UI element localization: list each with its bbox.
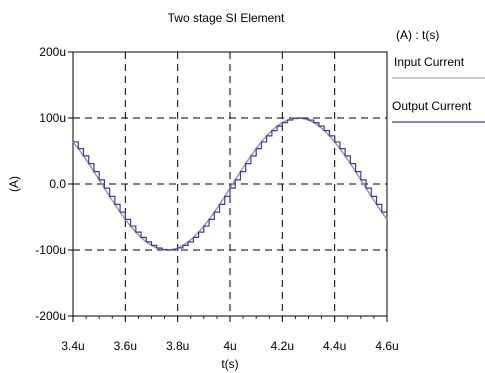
x-tick-label: 4.2u bbox=[271, 339, 294, 353]
legend-header: (A) : t(s) bbox=[396, 28, 439, 42]
x-axis: 3.4u 3.6u 3.8u 4u 4.2u 4.4u 4.6u bbox=[61, 316, 399, 353]
y-tick-label: -200u bbox=[35, 309, 66, 323]
x-tick-label: 4.4u bbox=[323, 339, 346, 353]
y-tick-label: 0.0 bbox=[49, 177, 66, 191]
legend-entry-input-current: Input Current bbox=[394, 55, 465, 69]
x-axis-label: t(s) bbox=[221, 357, 238, 371]
legend-entry-output-current: Output Current bbox=[392, 99, 472, 113]
x-tick-label: 4u bbox=[223, 339, 236, 353]
series-layer bbox=[72, 117, 388, 251]
y-axis: 200u 100u 0.0 -100u -200u bbox=[35, 45, 73, 323]
y-tick-label: -100u bbox=[35, 243, 66, 257]
x-tick-label: 4.6u bbox=[375, 339, 398, 353]
x-tick-label: 3.8u bbox=[166, 339, 189, 353]
legend: (A) : t(s) Input Current Output Current bbox=[392, 28, 485, 123]
y-tick-label: 200u bbox=[39, 45, 66, 59]
x-tick-label: 3.6u bbox=[114, 339, 137, 353]
grid bbox=[73, 52, 387, 316]
y-axis-label: (A) bbox=[7, 176, 21, 192]
y-tick-label: 100u bbox=[39, 111, 66, 125]
x-tick-label: 3.4u bbox=[61, 339, 84, 353]
series-output-current bbox=[73, 117, 387, 251]
chart-title: Two stage SI Element bbox=[168, 11, 285, 25]
